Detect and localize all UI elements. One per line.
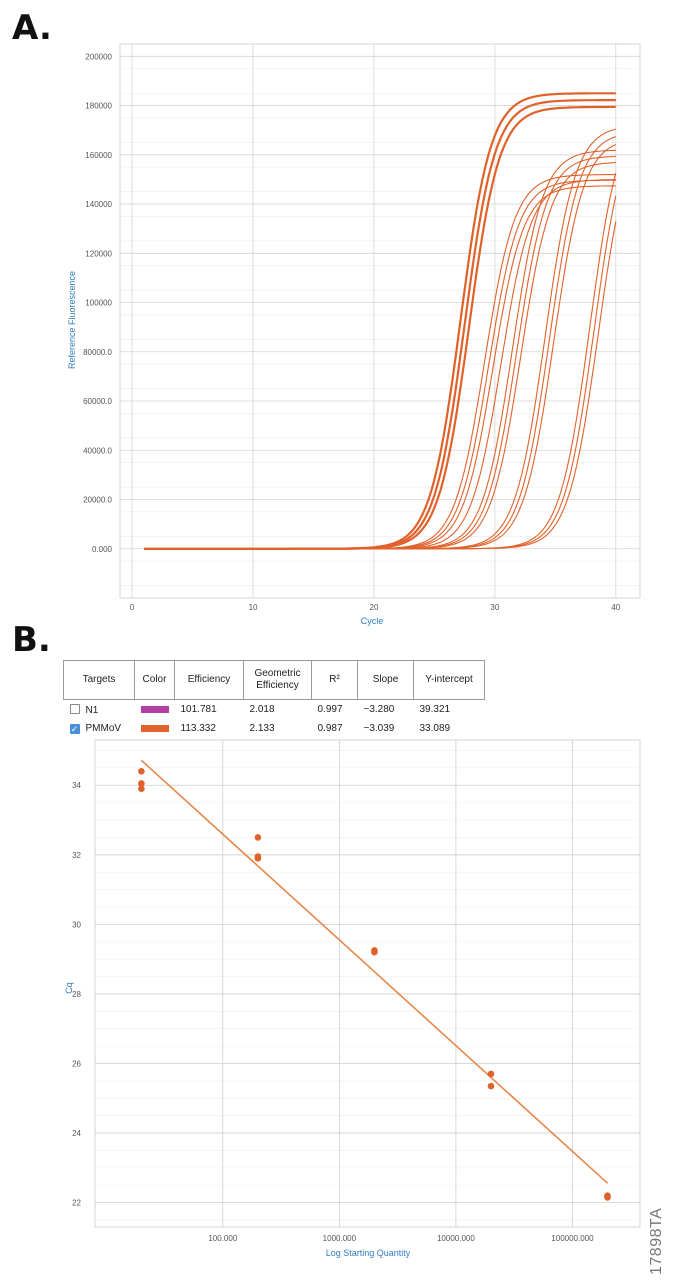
data-point: [254, 854, 262, 862]
n1-color-swatch: [140, 705, 169, 713]
standard-curve-chart: 22 24 26 28 30 32 34 100.000 1000.000 10000.000 10…: [64, 739, 641, 1258]
slope-value: −3.039: [363, 723, 395, 734]
y-tick-label: 0.000: [92, 545, 113, 554]
table-row: N1 101.781 2.018 0.997 −3.280 39.321: [64, 700, 485, 720]
efficiency-value: 113.332: [180, 723, 216, 734]
y-tick-label: 28: [72, 990, 81, 999]
standard-curve-points: [138, 768, 611, 1201]
amplification-y-axis-label: Reference Fluorescence: [67, 271, 77, 369]
table-header-row: Targets Color Efficiency Geometric Effic…: [63, 660, 485, 700]
y-tick-label: 34: [72, 781, 81, 790]
x-tick-label: 100000.000: [551, 1234, 594, 1243]
y-tick-label: 32: [72, 851, 81, 860]
y-intercept-value: 39.321: [419, 704, 451, 715]
amplification-x-axis-label: Cycle: [361, 616, 384, 626]
x-tick-label: 100.000: [208, 1234, 237, 1243]
efficiency-value: 101.781: [180, 704, 217, 715]
table-row: ✓ PMMoV 113.332 2.133 0.987 −3.039 33.089: [64, 719, 485, 738]
n1-checkbox[interactable]: [69, 703, 80, 714]
slope-value: −3.280: [363, 704, 395, 715]
y-tick-label: 100000: [85, 299, 112, 308]
standard-curve-x-axis-label: Log Starting Quantity: [326, 1248, 411, 1258]
data-point: [138, 768, 145, 775]
y-tick-label: 26: [72, 1060, 81, 1069]
x-tick-label: 1000.000: [323, 1234, 357, 1243]
amplification-grid: [119, 43, 641, 599]
y-tick-label: 24: [72, 1129, 81, 1138]
standard-curve-fit-line: [140, 759, 609, 1184]
target-summary-table: Targets Color Efficiency Geometric Effic…: [63, 660, 485, 738]
geometric-efficiency-value: 2.018: [249, 704, 275, 715]
y-tick-label: 160000: [85, 151, 112, 160]
data-point: [604, 1194, 611, 1201]
header-efficiency: Efficiency: [174, 660, 244, 700]
r2-value: 0.987: [317, 723, 343, 734]
y-tick-label: 140000: [85, 200, 112, 209]
header-color: Color: [134, 660, 175, 700]
standard-curve-y-axis-label: Cq: [64, 982, 74, 994]
geometric-efficiency-value: 2.133: [249, 723, 275, 734]
amplification-curves: [144, 92, 617, 550]
amplification-curve: [144, 221, 617, 550]
x-tick-label: 20: [370, 603, 379, 612]
data-point: [371, 948, 378, 956]
data-point: [138, 780, 145, 787]
regression-line: [140, 759, 609, 1184]
amplification-plot-area: [119, 43, 641, 599]
y-tick-label: 30: [72, 920, 81, 929]
pmmov-color-swatch: [140, 724, 169, 732]
standard-curve-plot-area: [94, 739, 641, 1228]
header-r2: R²: [311, 660, 358, 700]
x-tick-label: 10: [249, 603, 258, 612]
panel-label-b: B.: [12, 620, 51, 660]
y-intercept-value: 33.089: [419, 723, 451, 734]
x-tick-label: 0: [130, 603, 135, 612]
target-name: N1: [85, 704, 99, 716]
y-tick-label: 80000.0: [83, 348, 112, 357]
r2-value: 0.997: [317, 704, 343, 715]
header-geometric-efficiency: Geometric Efficiency: [243, 660, 312, 700]
amplification-ticks: 0.000 20000.0 40000.0 60000.0 80000.0 100000 1…: [83, 52, 621, 612]
data-point: [487, 1070, 495, 1078]
y-tick-label: 200000: [85, 52, 112, 61]
header-targets: Targets: [63, 660, 135, 700]
y-tick-label: 20000.0: [83, 496, 112, 505]
y-tick-label: 40000.0: [83, 446, 112, 455]
pmmov-checkbox[interactable]: ✓: [69, 724, 80, 734]
data-point: [254, 834, 262, 841]
standard-curve-grid: [94, 739, 641, 1228]
target-name: PMMoV: [85, 723, 122, 734]
x-tick-label: 30: [490, 603, 499, 612]
header-slope: Slope: [357, 660, 414, 700]
y-tick-label: 180000: [85, 102, 112, 111]
x-tick-label: 40: [611, 603, 620, 612]
y-tick-label: 22: [72, 1199, 81, 1208]
y-tick-label: 120000: [85, 249, 112, 258]
amplification-chart: 0.000 20000.0 40000.0 60000.0 80000.0 100000 1…: [67, 43, 641, 626]
data-point: [138, 785, 145, 792]
y-tick-label: 60000.0: [83, 397, 112, 406]
x-tick-label: 10000.000: [437, 1234, 475, 1243]
standard-curve-ticks: 22 24 26 28 30 32 34 100.000 1000.000 10000.000 10…: [72, 781, 594, 1243]
panel-label-a: A.: [12, 8, 52, 48]
data-point: [487, 1082, 495, 1090]
figure-id: 17898TA: [648, 1207, 665, 1275]
header-y-intercept: Y-intercept: [413, 660, 485, 700]
